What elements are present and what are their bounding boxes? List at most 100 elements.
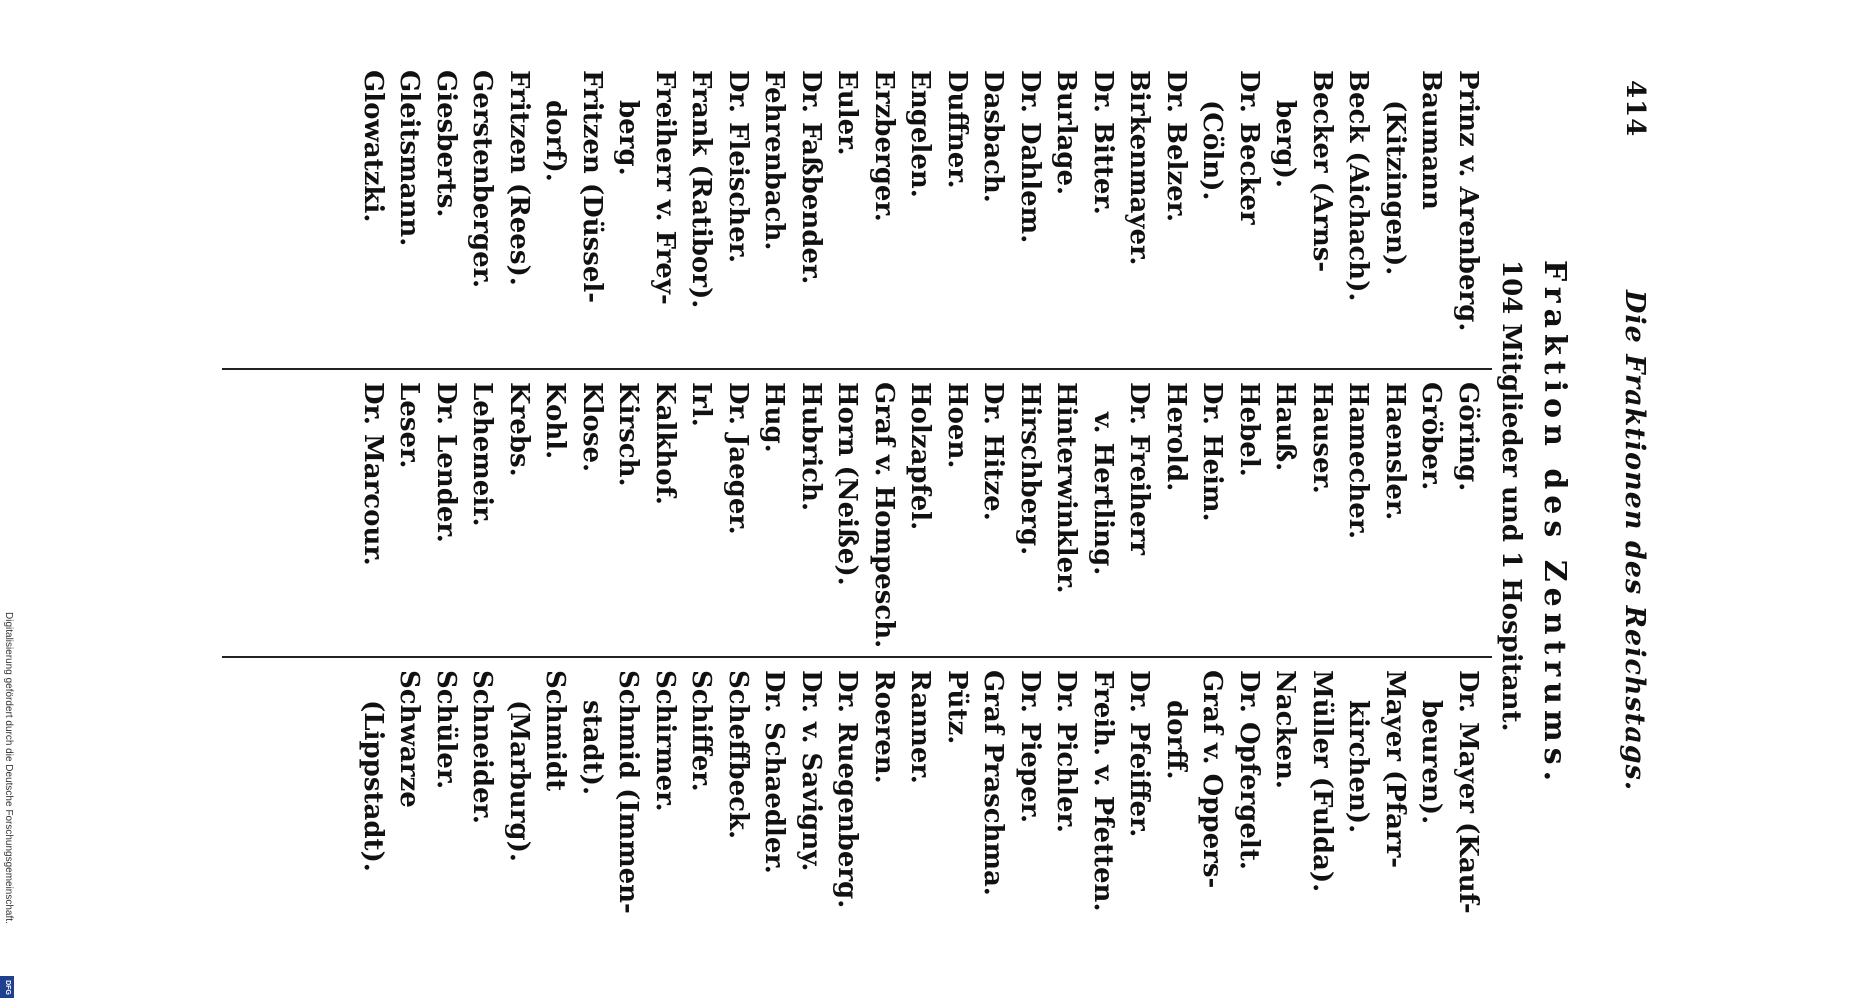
member-entry: Graf v. Oppers- xyxy=(1197,670,1228,889)
member-entry: Hoen. xyxy=(942,382,972,469)
member-entry: Fehrenbach. xyxy=(759,70,790,251)
member-entry: Freih. v. Pfetten. xyxy=(1088,670,1118,912)
member-entry: Gröber. xyxy=(1416,382,1447,491)
member-entry: Duffner. xyxy=(942,70,972,189)
member-entry: Prinz v. Arenberg. xyxy=(1453,70,1483,332)
member-entry: Dr. Opfergelt. xyxy=(1234,670,1264,870)
member-entry: Dr. Faßbender. xyxy=(796,70,826,285)
member-entry: Schirmer. xyxy=(650,670,680,812)
digitization-credit: Digitalisierung gefördert durch die Deut… xyxy=(0,612,14,1000)
member-entry: Fritzen (Rees). xyxy=(504,70,534,286)
member-entry: Dr. Ruegenberg. xyxy=(832,670,863,909)
member-entry-continuation: stadt). xyxy=(577,700,607,796)
dfg-logo-text: DFG xyxy=(3,979,11,995)
member-entry: Dr. Becker xyxy=(1234,70,1264,225)
member-entry-continuation: berg. xyxy=(613,100,644,176)
member-entry: Kohl. xyxy=(540,382,571,460)
member-entry: Hirschberg. xyxy=(1015,382,1045,556)
page-number: 414 xyxy=(1620,80,1650,138)
member-entry: Dr. v. Savigny. xyxy=(796,670,826,872)
member-entry: Schiffer. xyxy=(686,670,717,792)
member-entry: Kirsch. xyxy=(613,382,644,487)
member-entry-continuation: (Kitzingen). xyxy=(1380,100,1410,276)
member-entry: Burlage. xyxy=(1051,70,1082,196)
member-entry: Holzapfel. xyxy=(905,382,936,531)
member-entry-continuation: (Lippstadt). xyxy=(358,700,388,872)
member-entry-continuation: dorf). xyxy=(540,100,571,182)
member-entry: Müller (Fulda). xyxy=(1307,670,1337,893)
member-entry: Gerstenberger. xyxy=(467,70,498,289)
section-title: Fraktion des Zentrums. xyxy=(1537,260,1572,788)
member-entry: Irl. xyxy=(686,382,717,427)
member-entry: Dr. Freiherr xyxy=(1124,382,1155,555)
member-entry: Göring. xyxy=(1453,382,1483,492)
credit-text: Digitalisierung gefördert durch die Deut… xyxy=(3,612,14,924)
running-head: Die Fraktionen des Reichstags. xyxy=(1619,290,1650,792)
member-entry: Dr. Pieper. xyxy=(1015,670,1045,824)
member-entry: Becker (Arns- xyxy=(1307,70,1337,273)
member-entry: Schmid (Immen- xyxy=(613,670,644,914)
member-entry: Dr. Pichler. xyxy=(1051,670,1082,833)
column-divider xyxy=(222,368,1492,370)
member-entry: Lehemeir. xyxy=(467,382,498,527)
member-entry: Graf Praschma. xyxy=(978,670,1009,896)
member-column-1: Prinz v. Arenberg. Baumann (Kitzingen). Bec… xyxy=(355,70,1487,331)
member-entry: Dr. Dahlem. xyxy=(1015,70,1045,244)
member-entry-continuation: v. Hertling. xyxy=(1088,412,1118,576)
member-entry: Frank (Ratibor). xyxy=(686,70,717,309)
member-entry: Hauser. xyxy=(1307,382,1337,494)
member-entry: Herold. xyxy=(1161,382,1191,492)
member-entry: Dasbach. xyxy=(978,70,1009,203)
member-entry: Euler. xyxy=(832,70,863,156)
dfg-logo: DFG xyxy=(0,976,14,998)
member-entry: Dr. Jaeger. xyxy=(723,382,753,535)
column-divider xyxy=(222,656,1492,658)
member-entry: Mayer (Pfarr- xyxy=(1380,670,1410,869)
member-entry: Kalkhof. xyxy=(650,382,680,505)
member-entry: Krebs. xyxy=(504,382,534,477)
member-entry: Dr. Schaedler. xyxy=(759,670,790,874)
member-entry: Dr. Fleischer. xyxy=(723,70,753,263)
member-entry: Hamecher. xyxy=(1343,382,1374,540)
member-entry: Horn (Neiße). xyxy=(832,382,863,586)
member-entry: Dr. Pfeiffer. xyxy=(1124,670,1155,838)
member-entry: Dr. Mayer (Kauf- xyxy=(1453,670,1483,914)
member-entry: Fritzen (Düssel- xyxy=(577,70,607,304)
member-entry: Engelen. xyxy=(905,70,936,198)
member-entry: Roeren. xyxy=(869,670,899,784)
member-entry: Dr. Hitze. xyxy=(978,382,1009,521)
member-entry: Hug. xyxy=(759,382,790,453)
member-entry: Glowatzki. xyxy=(358,70,388,223)
member-entry-continuation: (Cöln). xyxy=(1197,100,1228,201)
member-entry: Birkenmayer. xyxy=(1124,70,1155,266)
member-entry: Gleitsmann. xyxy=(394,70,425,247)
member-column-3: Dr. Mayer (Kauf-beuren). Mayer (Pfarr-kir… xyxy=(355,670,1487,914)
member-entry: Pütz. xyxy=(942,670,972,745)
member-entry-continuation: beuren). xyxy=(1416,700,1447,825)
member-entry: Giesberts. xyxy=(431,70,461,218)
member-entry: Baumann xyxy=(1416,70,1447,210)
member-entry-continuation: kirchen). xyxy=(1343,700,1374,834)
member-entry: Dr. Bitter. xyxy=(1088,70,1118,215)
member-entry: Schwarze xyxy=(394,670,425,808)
member-entry: Hubrich. xyxy=(796,382,826,512)
member-entry: Dr. Heim. xyxy=(1197,382,1228,522)
member-entry: Hebel. xyxy=(1234,382,1264,477)
member-entry: Leser. xyxy=(394,382,425,469)
member-entry: Freiherr v. Frey- xyxy=(650,70,680,305)
member-entry: Dr. Belzer. xyxy=(1161,70,1191,223)
member-entry: Schüler. xyxy=(431,670,461,790)
member-column-2: Göring. Gröber. Haensler. Hamecher. Hauser. H… xyxy=(355,382,1487,648)
member-entry: Scheffbeck. xyxy=(723,670,753,840)
member-entry-continuation: dorff. xyxy=(1161,700,1191,780)
member-entry: Hauß. xyxy=(1270,382,1301,472)
member-entry: Klose. xyxy=(577,382,607,473)
member-entry: Dr. Lender. xyxy=(431,382,461,543)
member-entry: Graf v. Hompesch. xyxy=(869,382,899,649)
member-entry: Beck (Aichach). xyxy=(1343,70,1374,302)
member-entry: Nacken. xyxy=(1270,670,1301,789)
section-subtitle: 104 Mitglieder und 1 Hospitant. xyxy=(1496,260,1526,732)
document-page: 414 Die Fraktionen des Reichstags. Frakt… xyxy=(210,70,1650,950)
member-entry: Haensler. xyxy=(1380,382,1410,521)
member-entry: Hinterwinkler. xyxy=(1051,382,1082,594)
